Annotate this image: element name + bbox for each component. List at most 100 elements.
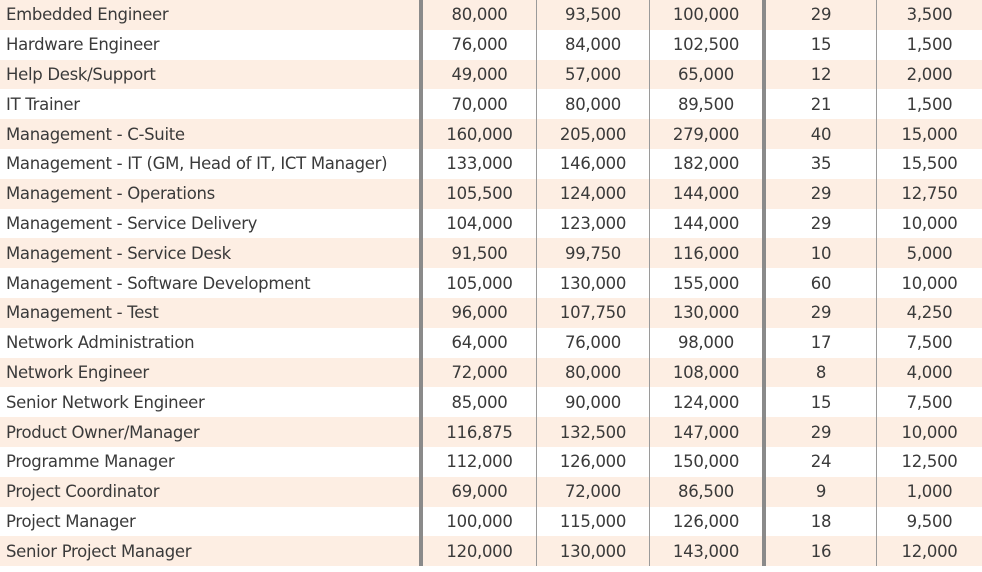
- count-cell: 16: [762, 536, 877, 567]
- high-salary-cell: 130,000: [649, 297, 764, 328]
- low-salary-cell: 120,000: [419, 536, 537, 567]
- high-salary-cell: 147,000: [649, 417, 764, 447]
- range-cell: 10,000: [876, 208, 982, 239]
- low-salary-cell: 105,500: [419, 178, 537, 209]
- low-salary-cell: 76,000: [419, 29, 537, 60]
- mid-salary-cell: 90,000: [536, 387, 650, 418]
- high-salary-cell: 108,000: [649, 357, 764, 388]
- low-salary-cell: 160,000: [419, 119, 537, 149]
- mid-salary-cell: 126,000: [536, 446, 650, 477]
- count-cell: 21: [762, 89, 877, 120]
- role-cell: Management - Test: [0, 297, 421, 328]
- range-cell: 12,500: [876, 446, 982, 477]
- count-cell: 29: [762, 297, 877, 328]
- mid-salary-cell: 84,000: [536, 29, 650, 60]
- count-cell: 12: [762, 59, 877, 90]
- range-cell: 2,000: [876, 59, 982, 90]
- range-cell: 4,000: [876, 357, 982, 388]
- role-cell: Programme Manager: [6, 452, 175, 472]
- mid-salary-cell: 93,500: [536, 0, 650, 30]
- high-salary-cell: 144,000: [649, 208, 764, 239]
- table-row: Project Coordinator 69,000 72,000 86,500 9 1,…: [0, 476, 982, 507]
- role-cell: Management - Software Development: [6, 273, 311, 293]
- range-cell: 12,000: [876, 536, 982, 567]
- high-salary-cell: 65,000: [649, 59, 764, 90]
- high-salary-cell: 155,000: [649, 268, 764, 298]
- high-salary-cell: 279,000: [649, 119, 764, 149]
- table-row: Hardware Engineer 76,000 84,000 102,500 15 1,…: [0, 29, 982, 60]
- count-cell: 10: [762, 238, 877, 269]
- range-cell: 15,000: [876, 119, 982, 149]
- count-cell: 29: [762, 178, 877, 209]
- count-cell: 60: [762, 268, 877, 298]
- mid-salary-cell: 57,000: [536, 59, 650, 90]
- mid-salary-cell: 130,000: [536, 536, 650, 567]
- table-row: Senior Network Engineer 85,000 90,000 124,0…: [0, 387, 982, 418]
- table-row: Management - Service Delivery 104,000 123,…: [0, 208, 982, 239]
- mid-salary-cell: 72,000: [536, 476, 650, 507]
- low-salary-cell: 112,000: [419, 446, 537, 477]
- table-row: Management - IT (GM, Head of IT, ICT Man…: [0, 148, 982, 179]
- low-salary-cell: 104,000: [419, 208, 537, 239]
- low-salary-cell: 85,000: [419, 387, 537, 418]
- role-cell: Hardware Engineer: [6, 35, 160, 55]
- range-cell: 9,500: [876, 506, 982, 537]
- count-cell: 15: [762, 29, 877, 60]
- count-cell: 17: [762, 327, 877, 358]
- high-salary-cell: 150,000: [649, 446, 764, 477]
- role-cell: Project Manager: [6, 511, 136, 531]
- low-salary-cell: 100,000: [419, 506, 537, 537]
- table-row: IT Trainer 70,000 80,000 89,500 21 1,500: [0, 89, 982, 120]
- role-cell: Network Administration: [6, 333, 195, 353]
- count-cell: 35: [762, 148, 877, 179]
- low-salary-cell: 91,500: [419, 238, 537, 269]
- role-cell: Network Engineer: [0, 357, 421, 388]
- low-salary-cell: 133,000: [419, 148, 537, 179]
- high-salary-cell: 100,000: [649, 0, 764, 30]
- mid-salary-cell: 115,000: [536, 506, 650, 537]
- count-cell: 29: [762, 208, 877, 239]
- role-cell: Embedded Engineer: [0, 0, 421, 30]
- role-cell: Senior Network Engineer: [6, 392, 205, 412]
- mid-salary-cell: 107,750: [536, 297, 650, 328]
- range-cell: 10,000: [876, 268, 982, 298]
- mid-salary-cell: 80,000: [536, 89, 650, 120]
- count-cell: 9: [762, 476, 877, 507]
- range-cell: 10,000: [876, 417, 982, 447]
- table-row: Product Owner/Manager 116,875 132,500 147,0…: [0, 417, 982, 447]
- role-cell: Product Owner/Manager: [0, 417, 421, 447]
- role-cell: Management - Service Delivery: [6, 213, 258, 233]
- low-salary-cell: 70,000: [419, 89, 537, 120]
- role-cell: Management - Service Desk: [0, 238, 421, 269]
- high-salary-cell: 144,000: [649, 178, 764, 209]
- table-row: Programme Manager 112,000 126,000 150,000 24…: [0, 446, 982, 477]
- mid-salary-cell: 132,500: [536, 417, 650, 447]
- count-cell: 24: [762, 446, 877, 477]
- range-cell: 7,500: [876, 387, 982, 418]
- count-cell: 15: [762, 387, 877, 418]
- low-salary-cell: 80,000: [419, 0, 537, 30]
- range-cell: 7,500: [876, 327, 982, 358]
- low-salary-cell: 96,000: [419, 297, 537, 328]
- low-salary-cell: 116,875: [419, 417, 537, 447]
- low-salary-cell: 105,000: [419, 268, 537, 298]
- table-row: Network Engineer 72,000 80,000 108,000 8 4,00…: [0, 357, 982, 388]
- table-row: Help Desk/Support 49,000 57,000 65,000 12 2,0…: [0, 59, 982, 90]
- role-cell: Help Desk/Support: [0, 59, 421, 90]
- high-salary-cell: 116,000: [649, 238, 764, 269]
- mid-salary-cell: 205,000: [536, 119, 650, 149]
- high-salary-cell: 124,000: [649, 387, 764, 418]
- table-row: Senior Project Manager 120,000 130,000 143,…: [0, 536, 982, 567]
- range-cell: 15,500: [876, 148, 982, 179]
- high-salary-cell: 143,000: [649, 536, 764, 567]
- mid-salary-cell: 146,000: [536, 148, 650, 179]
- table-row: Management - Service Desk 91,500 99,750 116…: [0, 238, 982, 269]
- role-cell: Management - IT (GM, Head of IT, ICT Man…: [6, 154, 388, 174]
- table-row: Project Manager 100,000 115,000 126,000 18 9,…: [0, 506, 982, 537]
- table-row: Management - C-Suite 160,000 205,000 279,00…: [0, 119, 982, 149]
- range-cell: 4,250: [876, 297, 982, 328]
- table-row: Management - Software Development 105,000…: [0, 268, 982, 298]
- mid-salary-cell: 80,000: [536, 357, 650, 388]
- range-cell: 12,750: [876, 178, 982, 209]
